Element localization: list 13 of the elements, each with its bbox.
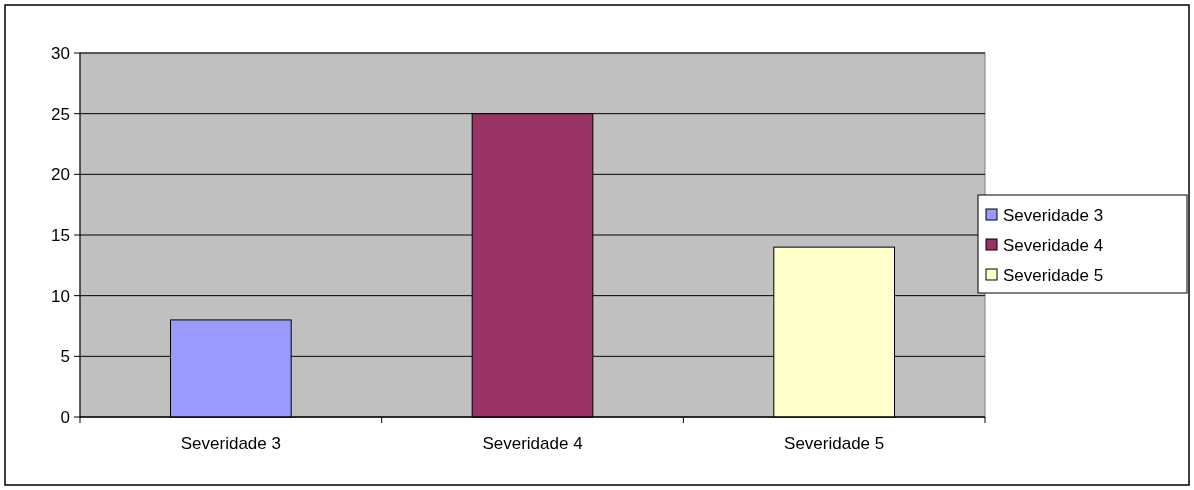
legend-label: Severidade 3 [1003, 205, 1104, 225]
y-tick-label: 30 [51, 43, 70, 63]
y-tick-label: 5 [60, 347, 70, 367]
y-tick-label: 0 [60, 407, 70, 427]
y-tick-label: 20 [51, 165, 70, 185]
y-tick-label: 25 [51, 104, 70, 124]
x-tick-label: Severidade 5 [784, 434, 885, 453]
y-tick-label: 10 [51, 286, 70, 306]
legend-label: Severidade 4 [1003, 235, 1104, 255]
x-tick-label: Severidade 3 [180, 434, 281, 453]
y-tick-label: 15 [51, 225, 70, 245]
x-tick-label: Severidade 4 [482, 434, 583, 453]
legend-label: Severidade 5 [1003, 265, 1104, 285]
